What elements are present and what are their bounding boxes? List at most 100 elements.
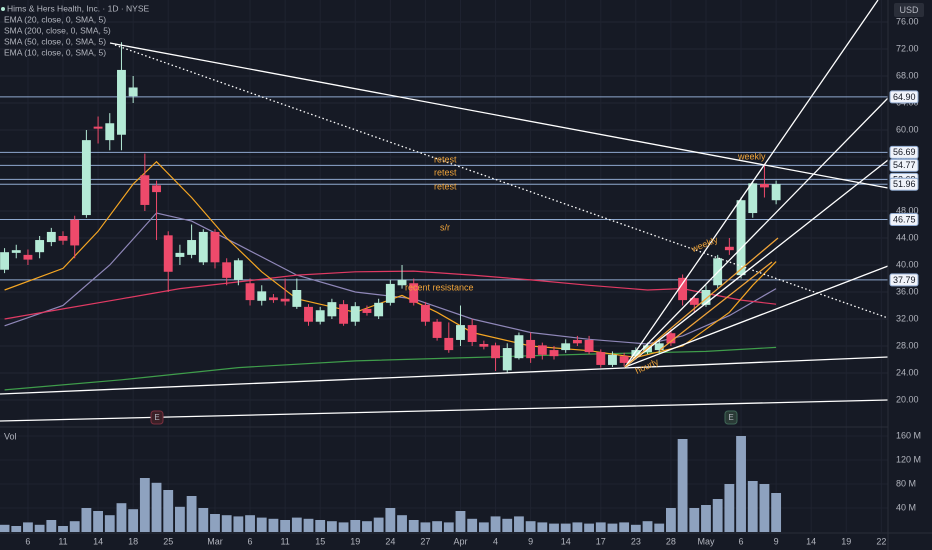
candle-body [339,304,349,324]
volume-bar [549,523,559,532]
volume-bar [736,436,746,532]
indicator-legend: EMA (20, close, 0, SMA, 5) [4,14,106,24]
candle-body [491,345,500,359]
volume-bar [525,521,536,532]
volume-bar [280,520,291,532]
volume-bar [34,524,45,532]
x-tick-label: 14 [806,536,816,546]
volume-bar [747,481,758,532]
volume-bar [139,478,150,532]
candle-body [736,200,746,276]
candle-body [152,185,161,193]
event-label: E [154,413,159,422]
volume-bar [233,516,244,532]
volume-bar [245,515,255,532]
level-label: 46.75 [893,214,916,224]
volume-bar [303,518,314,532]
y-tick-label: 44.00 [896,232,919,242]
volume-bar [268,518,279,532]
level-label-box [889,177,919,191]
candle-body [689,298,699,305]
level-label-box [889,158,919,172]
candle-body [198,231,208,263]
volume-bar [701,505,711,532]
x-tick-label: May [697,536,715,546]
legend-dot [1,7,5,11]
x-tick-label: 6 [739,536,744,546]
y-tick-label: 68.00 [896,70,919,80]
candle-body [11,250,21,253]
volume-bar [619,522,630,532]
candle-body [385,283,395,303]
volume-tick-label: 40 M [896,502,916,512]
volume-bar [0,524,10,532]
x-tick-label: 6 [248,536,253,546]
volume-bar [93,511,103,532]
x-tick-label: 15 [315,536,325,546]
volume-bar [560,523,571,532]
volume-bar [432,521,443,532]
volume-bar [408,520,419,532]
volume-bar [151,482,162,532]
level-label: 54.77 [893,160,916,170]
indicator-line [4,270,777,320]
event-marker [724,410,738,425]
volume-bar [502,518,513,532]
indicator-legend: EMA (10, close, 0, SMA, 5) [4,47,106,57]
volume-bar [677,439,688,532]
x-tick-label: 4 [493,536,498,546]
volume-bar [11,526,22,532]
currency-box[interactable] [894,3,924,17]
volume-bar [490,516,501,532]
volume-bar [69,521,80,532]
volume-bar [128,509,139,532]
candle-body [304,306,313,322]
candle-body [631,350,641,357]
level-label-box [889,90,919,104]
candle-body [596,352,606,365]
volume-bar [595,522,606,532]
volume-bar [642,521,653,532]
volume-bar [291,517,302,532]
volume-bar [23,522,33,532]
indicator-legend: SMA (200, close, 0, SMA, 5) [4,25,111,35]
candle-body [619,356,629,363]
x-tick-label: 6 [25,536,30,546]
candle-body [771,184,781,201]
volume-bar [362,521,372,532]
x-tick-label: 24 [385,536,395,546]
candle-body [257,291,267,301]
trend-line [659,261,773,351]
x-tick-label: 19 [350,536,360,546]
volume-tick-label: 160 M [896,430,921,440]
volume-bar [666,508,676,532]
volume-bar [420,522,431,532]
candle-body [163,235,173,272]
candle-body [105,123,115,141]
candle-body [432,321,442,338]
level-label: 37.79 [893,275,916,285]
volume-bar [338,522,349,532]
volume-bar [198,508,209,532]
annotation: retest [434,181,457,191]
candle-body [678,277,688,301]
candle-body [467,325,477,342]
x-tick-label: 14 [561,536,571,546]
trend-line [624,97,889,368]
level-label: 51.96 [893,179,916,189]
candle-body [35,240,45,253]
volume-bar [759,484,770,532]
candle-body [608,354,617,365]
candle-body [561,343,571,351]
event-marker [150,410,164,425]
candle-body [479,343,489,347]
chart-title: Hims & Hers Health, Inc. · 1D · NYSE [7,3,150,13]
x-tick-label: 9 [528,536,533,546]
x-tick-label: 11 [280,536,289,546]
trend-line [624,0,879,368]
volume-bar [175,506,185,532]
volume-bar [607,523,618,532]
candle-body [666,333,676,344]
y-tick-label: 40.00 [896,259,919,269]
x-tick-label: 19 [841,536,851,546]
